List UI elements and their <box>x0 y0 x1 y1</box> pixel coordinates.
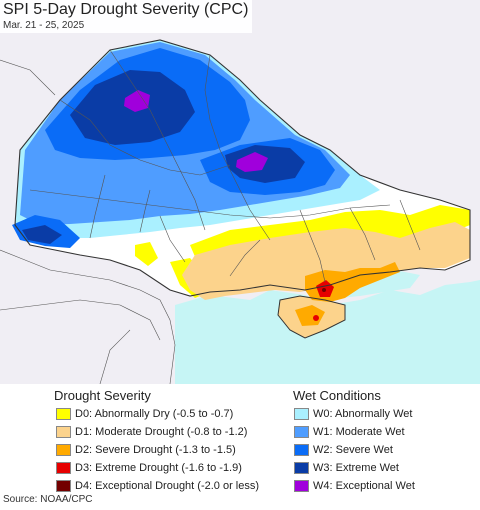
legend-swatch-d4 <box>56 480 71 492</box>
map-title: SPI 5-Day Drought Severity (CPC) <box>3 1 249 18</box>
legend-label-d0: D0: Abnormally Dry (-0.5 to -0.7) <box>75 408 234 420</box>
legend-swatch-w3 <box>294 462 309 474</box>
wet-w3-area-west <box>22 225 62 244</box>
legend-label-w1: W1: Moderate Wet <box>313 426 405 438</box>
legend-item-w3: W3: Extreme Wet <box>294 460 399 476</box>
legend-swatch-d2 <box>56 444 71 456</box>
legend-item-d1: D1: Moderate Drought (-0.8 to -1.2) <box>56 424 247 440</box>
legend-label-d3: D3: Extreme Drought (-1.6 to -1.9) <box>75 462 242 474</box>
legend-item-d4: D4: Exceptional Drought (-2.0 or less) <box>56 478 259 494</box>
wet-legend-title: Wet Conditions <box>293 388 381 403</box>
source-credit: Source: NOAA/CPC <box>3 494 93 505</box>
legend-item-d3: D3: Extreme Drought (-1.6 to -1.9) <box>56 460 242 476</box>
legend-item-w0: W0: Abnormally Wet <box>294 406 412 422</box>
drought-legend-title: Drought Severity <box>54 388 151 403</box>
dry-d2-crimea <box>295 305 325 326</box>
title-box: SPI 5-Day Drought Severity (CPC) Mar. 21… <box>0 0 253 33</box>
legend-label-d1: D1: Moderate Drought (-0.8 to -1.2) <box>75 426 248 438</box>
legend-swatch-w2 <box>294 444 309 456</box>
legend-item-d2: D2: Severe Drought (-1.3 to -1.5) <box>56 442 236 458</box>
legend-label-w3: W3: Extreme Wet <box>313 462 399 474</box>
boundaries <box>0 39 471 384</box>
wet-w4-area-east <box>236 152 268 172</box>
legend-swatch-d3 <box>56 462 71 474</box>
legend-swatch-w1 <box>294 426 309 438</box>
dry-d1-area <box>182 222 470 300</box>
legend-item-w1: W1: Moderate Wet <box>294 424 405 440</box>
legend-swatch-w0 <box>294 408 309 420</box>
legend-item-w2: W2: Severe Wet <box>294 442 393 458</box>
legend-label-d4: D4: Exceptional Drought (-2.0 or less) <box>75 480 260 492</box>
legend-label-d2: D2: Severe Drought (-1.3 to -1.5) <box>75 444 236 456</box>
legend-label-w4: W4: Exceptional Wet <box>313 480 415 492</box>
legend-swatch-w4 <box>294 480 309 492</box>
wet-w4-area-north <box>124 90 150 112</box>
drought-map <box>0 0 480 384</box>
dry-d3-spot <box>313 315 319 321</box>
legend-swatch-d0 <box>56 408 71 420</box>
sea-area <box>175 280 480 384</box>
legend-swatch-d1 <box>56 426 71 438</box>
legend-item-d0: D0: Abnormally Dry (-0.5 to -0.7) <box>56 406 233 422</box>
legend-label-w0: W0: Abnormally Wet <box>313 408 413 420</box>
legend: Drought Severity D0: Abnormally Dry (-0.… <box>0 384 480 510</box>
date-range: Mar. 21 - 25, 2025 <box>3 20 85 31</box>
dry-d4-spot <box>322 288 326 292</box>
legend-item-w4: W4: Exceptional Wet <box>294 478 415 494</box>
dry-d0-spot <box>135 242 158 266</box>
legend-label-w2: W2: Severe Wet <box>313 444 393 456</box>
